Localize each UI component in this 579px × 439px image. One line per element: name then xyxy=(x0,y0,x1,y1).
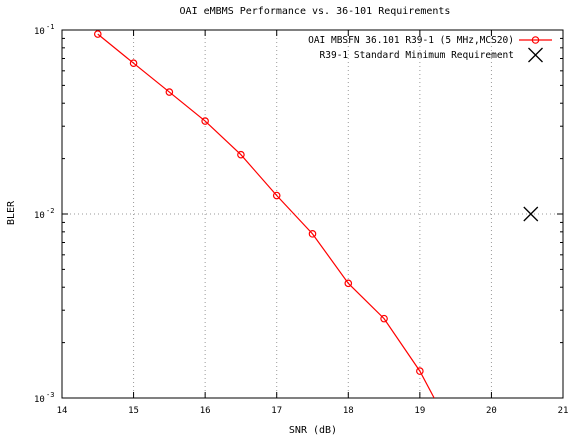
y-tick-label: 10 xyxy=(34,211,45,221)
data-point xyxy=(201,117,209,125)
grid xyxy=(62,30,563,398)
data-point xyxy=(272,191,281,200)
legend: OAI MBSFN 36.101 R39-1 (5 MHz,MCS20) R39-… xyxy=(308,35,552,63)
legend-marker xyxy=(531,36,540,44)
legend-label: OAI MBSFN 36.101 R39-1 (5 MHz,MCS20) xyxy=(308,35,514,46)
data-point xyxy=(344,279,353,288)
y-tick-exponent: -1 xyxy=(46,23,54,31)
data-point xyxy=(416,367,424,375)
x-axis-label: SNR (dB) xyxy=(289,425,337,436)
y-tick-label: 10 xyxy=(34,27,45,37)
series-0 xyxy=(93,30,435,398)
data-point xyxy=(93,30,102,38)
series xyxy=(93,30,539,398)
x-tick-label: 19 xyxy=(414,406,425,416)
series-line xyxy=(97,33,435,398)
data-point xyxy=(237,150,245,159)
plot-frame xyxy=(61,29,564,399)
x-tick-label: 21 xyxy=(558,406,569,416)
data-point xyxy=(129,59,138,68)
x-tick-label: 14 xyxy=(57,406,68,416)
series-1 xyxy=(523,206,539,222)
x-tick-label: 16 xyxy=(200,406,211,416)
data-point xyxy=(165,88,174,96)
x-tick-label: 20 xyxy=(486,406,497,416)
x-tick-label: 18 xyxy=(343,406,354,416)
y-tick-label: 10 xyxy=(34,395,45,405)
data-point xyxy=(523,206,539,222)
chart-title: OAI eMBMS Performance vs. 36-101 Require… xyxy=(180,6,451,17)
x-tick-label: 15 xyxy=(128,406,139,416)
x-tick-label: 17 xyxy=(271,406,282,416)
y-axis-label: BLER xyxy=(6,200,17,225)
data-point xyxy=(380,314,388,323)
y-tick-exponent: -2 xyxy=(46,207,54,215)
y-tick-exponent: -3 xyxy=(46,391,54,399)
legend-marker xyxy=(528,47,543,63)
data-point xyxy=(308,230,317,238)
legend-label: R39-1 Standard Minimum Requirement xyxy=(320,50,514,61)
